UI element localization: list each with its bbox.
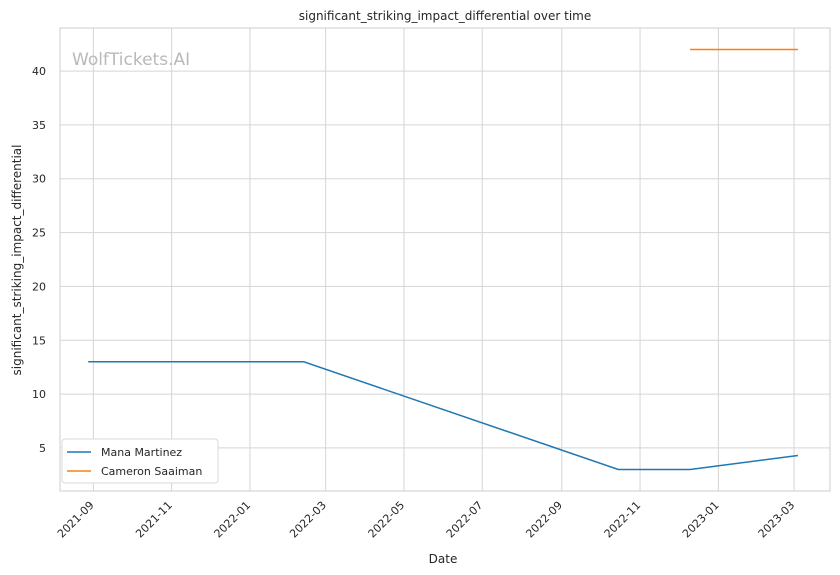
y-tick-label: 10: [32, 388, 46, 401]
plot-background: [59, 27, 831, 492]
y-tick-label: 40: [32, 65, 46, 78]
x-gridlines: [92, 28, 795, 491]
y-tick-label: 15: [32, 334, 46, 347]
x-tick-label: 2022-09: [523, 499, 565, 541]
x-tick-label: 2022-03: [287, 499, 329, 541]
legend-label-cameron-saaiman: Cameron Saaiman: [101, 465, 202, 478]
series-lines: [88, 48, 798, 471]
legend-box: [61, 438, 219, 484]
y-tick-label: 5: [39, 442, 46, 455]
x-tick-label: 2022-01: [212, 499, 254, 541]
y-tick-label: 35: [32, 119, 46, 132]
y-tick-label: 25: [32, 227, 46, 240]
legend: Mana Martinez Cameron Saaiman: [61, 438, 219, 484]
x-tick-label: 2021-09: [55, 499, 97, 541]
x-tick-label: 2021-11: [133, 499, 175, 541]
x-tick-label: 2022-05: [366, 499, 408, 541]
chart-title: significant_striking_impact_differential…: [299, 9, 591, 23]
watermark: WolfTickets.AI: [72, 50, 190, 70]
y-tick-labels: 5 10 15 20 25 30 35 40: [32, 65, 46, 455]
y-axis-title: significant_striking_impact_differential: [10, 145, 24, 376]
x-axis-title: Date: [429, 552, 458, 566]
x-tick-label: 2022-11: [602, 499, 644, 541]
x-tick-label: 2023-01: [680, 499, 722, 541]
legend-label-mana-martinez: Mana Martinez: [101, 446, 182, 459]
y-tick-label: 30: [32, 173, 46, 186]
y-tick-label: 20: [32, 280, 46, 293]
x-tick-label: 2022-07: [444, 499, 486, 541]
series-line-mana-martinez: [88, 361, 798, 471]
x-tick-label: 2023-03: [756, 499, 798, 541]
x-tick-labels: 2021-09 2021-11 2022-01 2022-03 2022-05 2022-…: [55, 499, 797, 541]
